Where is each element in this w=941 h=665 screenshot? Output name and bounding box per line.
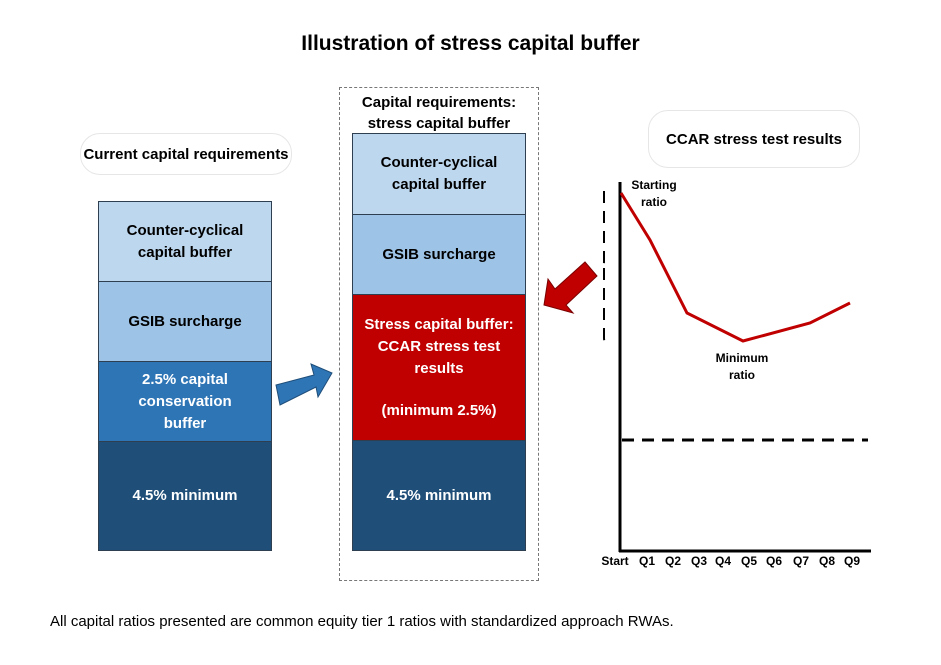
red-arrow-icon	[543, 261, 598, 314]
x-tick-label: Q5	[740, 554, 758, 568]
proposed-frame	[339, 87, 539, 581]
x-tick-label: Q2	[664, 554, 682, 568]
decline-bracket	[599, 191, 609, 345]
x-tick-label: Q9	[843, 554, 861, 568]
blue-arrow-icon	[275, 363, 333, 406]
ccar-heading: CCAR stress test results	[648, 110, 860, 168]
proposed-countercyclical-buffer: Counter-cyclical capital buffer	[352, 133, 526, 215]
x-tick-label: Q4	[714, 554, 732, 568]
footnote: All capital ratios presented are common …	[50, 613, 674, 630]
proposed-heading: Capital requirements: stress capital buf…	[361, 94, 517, 132]
stress-capital-buffer-label: Stress capital buffer: CCAR stress test …	[364, 315, 514, 377]
x-tick-label: Start	[601, 554, 629, 568]
current-minimum: 4.5% minimum	[98, 441, 272, 551]
stress-capital-buffer: Stress capital buffer: CCAR stress test …	[352, 294, 526, 441]
x-tick-label: Q1	[638, 554, 656, 568]
current-gsib-surcharge: GSIB surcharge	[98, 281, 272, 362]
current-countercyclical-buffer: Counter-cyclical capital buffer	[98, 201, 272, 282]
minimum-ratio-label: Minimum ratio	[715, 351, 769, 382]
proposed-minimum: 4.5% minimum	[352, 440, 526, 551]
diagram-title: Illustration of stress capital buffer	[301, 32, 640, 55]
x-tick-label: Q8	[818, 554, 836, 568]
starting-ratio-label: Starting ratio	[631, 178, 677, 209]
x-tick-label: Q7	[792, 554, 810, 568]
stress-capital-buffer-minimum: (minimum 2.5%)	[381, 401, 497, 419]
capital-ratio-line	[619, 192, 851, 343]
current-heading: Current capital requirements	[80, 133, 292, 175]
proposed-gsib-surcharge: GSIB surcharge	[352, 214, 526, 295]
x-tick-label: Q6	[765, 554, 783, 568]
x-tick-label: Q3	[690, 554, 708, 568]
current-conservation-buffer: 2.5% capital conservation buffer	[98, 361, 272, 442]
